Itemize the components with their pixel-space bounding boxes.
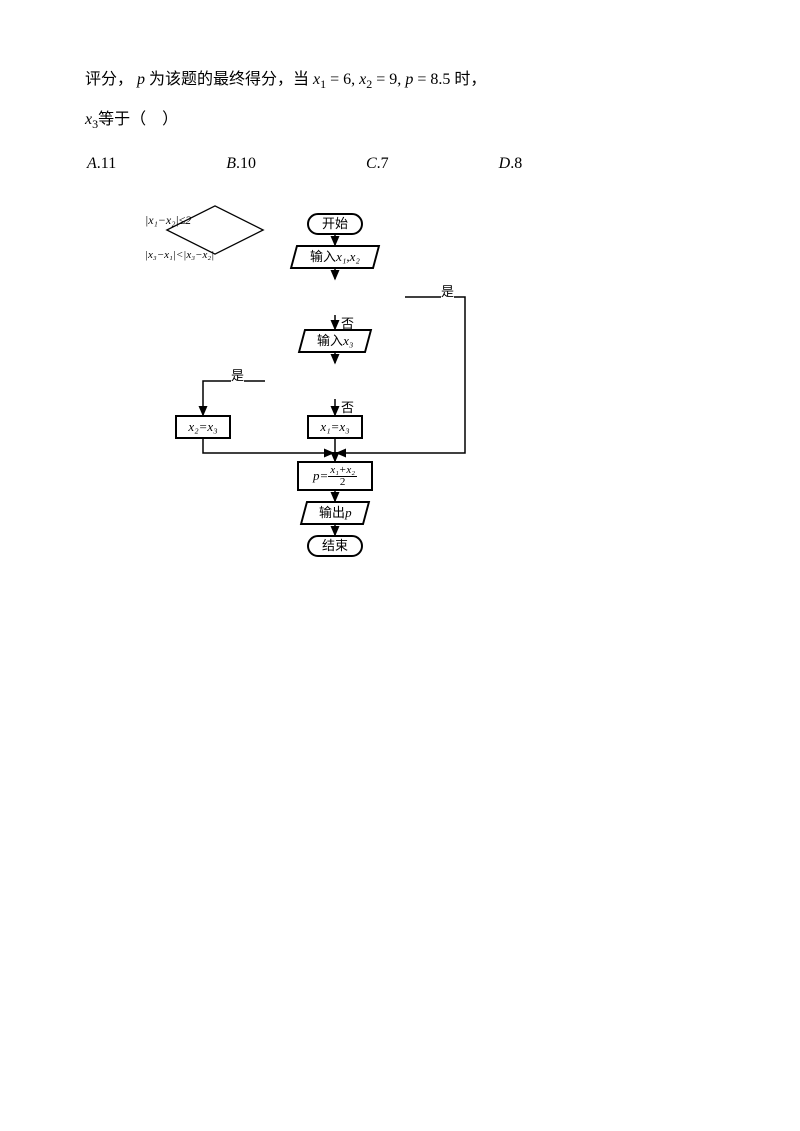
option-b[interactable]: B.10: [226, 155, 256, 173]
node-formula: p= x₁+x₂ 2: [297, 461, 373, 491]
q-eq6: = 6,: [326, 71, 359, 88]
formula-lhs: p=: [313, 468, 328, 484]
start-label: 开始: [322, 216, 348, 232]
formula-fraction: x₁+x₂ 2: [328, 465, 357, 488]
edge-yes-1: 是: [441, 281, 454, 300]
edge-yes-2: 是: [231, 365, 244, 384]
question-line-2: x3等于（ ）: [85, 100, 715, 140]
flowchart-diagram: 开始 输入x₁,x₂ |x₁−x₂|≤2 是 否 输入x₃ |x₃−x₁|<|x…: [145, 213, 525, 563]
input-x1x2-vars: x₁,x₂: [336, 249, 360, 264]
q-prefix: 评分，: [85, 71, 133, 88]
opt-a-val: .11: [97, 155, 116, 172]
assign-right-label: x₁=x₃: [320, 419, 349, 435]
input-x3-prefix: 输入: [317, 333, 343, 348]
option-d[interactable]: D.8: [499, 155, 523, 173]
input-x1x2-prefix: 输入: [310, 249, 336, 264]
node-assign-x1: x₁=x₃: [307, 415, 363, 439]
answer-options: A.11 B.10 C.7 D.8: [87, 155, 715, 173]
edge-no-2: 否: [341, 397, 354, 416]
q-p-italic: p: [137, 71, 149, 88]
output-var: p: [345, 505, 352, 520]
question-text: 评分， p 为该题的最终得分，当 x1 = 6, x2 = 9, p = 8.5…: [85, 60, 715, 140]
decision2-label: |x₃−x₁|<|x₃−x₂|: [145, 249, 285, 261]
q-suffix: 等于（ ）: [98, 111, 178, 128]
q-eq85: = 8.5 时，: [413, 71, 486, 88]
node-input-x3: 输入x₃: [298, 329, 372, 353]
decision1-label: |x₁−x₂|≤2: [145, 213, 285, 228]
formula-den: 2: [338, 477, 348, 488]
opt-a-letter: A: [87, 155, 97, 172]
end-label: 结束: [322, 538, 348, 554]
assign-left-label: x₂=x₃: [188, 419, 217, 435]
option-a[interactable]: A.11: [87, 155, 116, 173]
opt-c-letter: C: [366, 155, 377, 172]
node-end: 结束: [307, 535, 363, 557]
opt-b-val: .10: [236, 155, 256, 172]
opt-c-val: .7: [377, 155, 389, 172]
node-assign-x2: x₂=x₃: [175, 415, 231, 439]
q-eq9: = 9,: [372, 71, 405, 88]
node-start: 开始: [307, 213, 363, 235]
opt-d-val: .8: [510, 155, 522, 172]
formula-num: x₁+x₂: [328, 465, 357, 477]
input-x3-var: x₃: [343, 333, 353, 348]
node-output-p: 输出p: [300, 501, 370, 525]
option-c[interactable]: C.7: [366, 155, 389, 173]
question-line-1: 评分， p 为该题的最终得分，当 x1 = 6, x2 = 9, p = 8.5…: [85, 60, 715, 100]
node-input-x1x2: 输入x₁,x₂: [290, 245, 380, 269]
q-mid: 为该题的最终得分，当: [149, 71, 313, 88]
output-prefix: 输出: [319, 505, 345, 520]
opt-b-letter: B: [226, 155, 236, 172]
opt-d-letter: D: [499, 155, 511, 172]
